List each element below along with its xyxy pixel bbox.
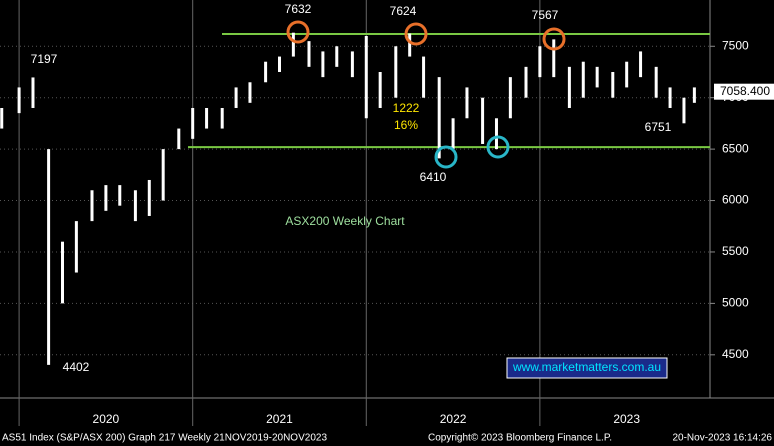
watermark: www.marketmatters.com.au bbox=[512, 360, 661, 374]
watermark-box bbox=[506, 357, 668, 379]
y-tick-label: 7500 bbox=[722, 38, 749, 52]
peak-marker bbox=[542, 27, 566, 51]
annotation: 1222 bbox=[393, 101, 420, 115]
x-tick-label: 2020 bbox=[93, 412, 120, 426]
annotation: 6410 bbox=[420, 170, 447, 184]
y-tick-label: 6500 bbox=[722, 141, 749, 155]
last-price-label: 7058.400 bbox=[720, 84, 770, 98]
x-tick-label: 2023 bbox=[613, 412, 640, 426]
trough-marker bbox=[434, 145, 458, 169]
annotation: 7197 bbox=[31, 52, 58, 66]
annotation: 6751 bbox=[645, 120, 672, 134]
trough-marker bbox=[486, 135, 510, 159]
plot: 4500500055006000650070007500202020212022… bbox=[0, 0, 774, 426]
chart-title: ASX200 Weekly Chart bbox=[285, 214, 405, 228]
y-tick-label: 5000 bbox=[722, 296, 749, 310]
y-tick-label: 4500 bbox=[722, 347, 749, 361]
x-tick-label: 2022 bbox=[440, 412, 467, 426]
peak-marker bbox=[286, 20, 310, 44]
annotation: 7624 bbox=[390, 4, 417, 18]
peak-marker bbox=[404, 22, 428, 46]
last-price-box bbox=[714, 83, 774, 100]
footer-text: 20-Nov-2023 16:14:26 bbox=[672, 433, 772, 444]
y-tick-label: 5500 bbox=[722, 244, 749, 258]
annotation: 4402 bbox=[63, 360, 90, 374]
footer-text: Copyright© 2023 Bloomberg Finance L.P. bbox=[428, 433, 612, 444]
x-tick-label: 2021 bbox=[266, 412, 293, 426]
y-tick-label: 6000 bbox=[722, 193, 749, 207]
annotation: 16% bbox=[394, 118, 418, 132]
footer-text: AS51 Index (S&P/ASX 200) Graph 217 Weekl… bbox=[2, 433, 327, 444]
annotation: 7632 bbox=[285, 2, 312, 16]
annotation: 7567 bbox=[532, 8, 559, 22]
